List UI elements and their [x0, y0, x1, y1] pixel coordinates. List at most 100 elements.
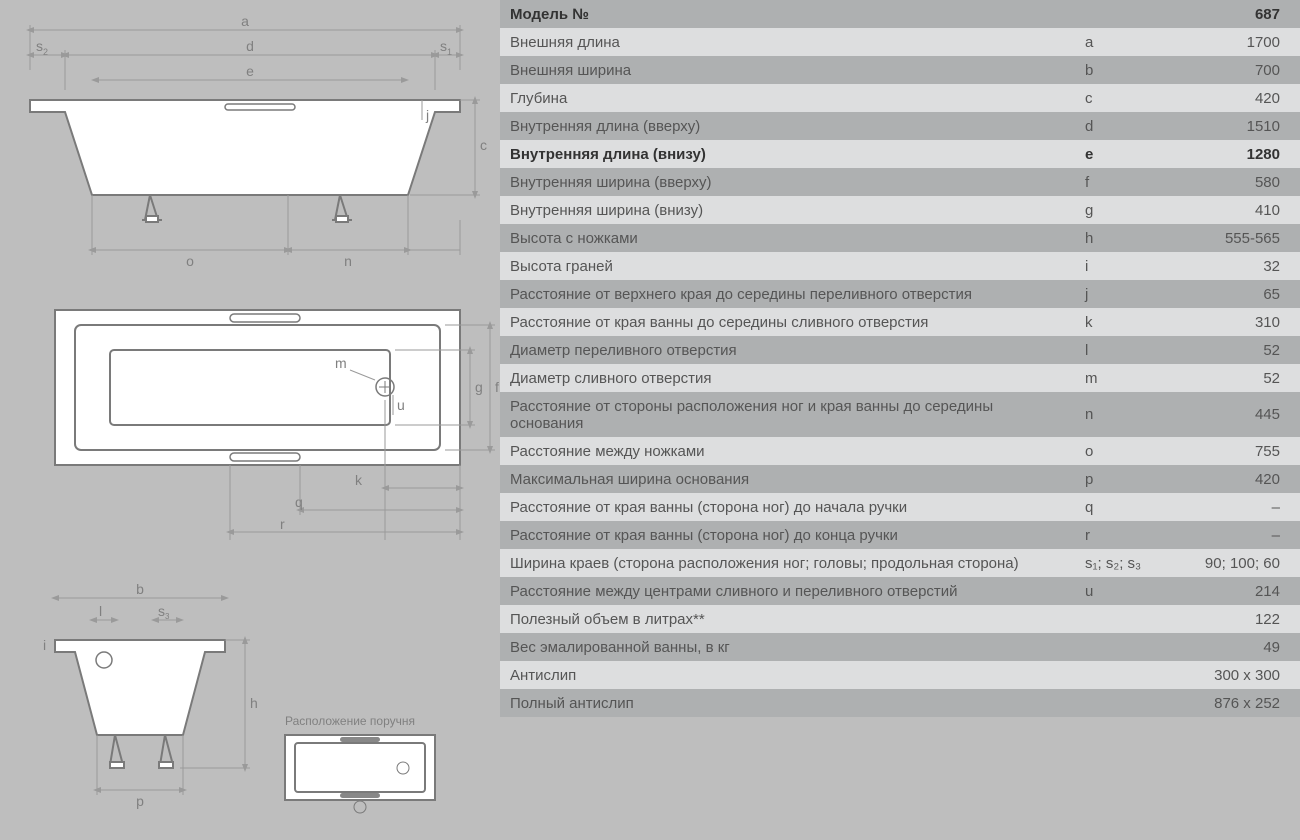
dim-label-l: l	[99, 603, 102, 619]
dim-label-h: h	[250, 695, 258, 711]
spec-label: Антислип	[500, 661, 1075, 689]
spec-label: Высота граней	[500, 252, 1075, 280]
spec-symbol: l	[1075, 336, 1165, 364]
spec-symbol: i	[1075, 252, 1165, 280]
spec-value: 876 x 252	[1165, 689, 1300, 717]
spec-label: Внутренняя длина (вверху)	[500, 112, 1075, 140]
spec-row: Полный антислип876 x 252	[500, 689, 1300, 717]
handle-inset-label: Расположение поручня	[285, 714, 415, 728]
spec-label: Внутренняя ширина (внизу)	[500, 196, 1075, 224]
spec-value: 32	[1165, 252, 1300, 280]
dim-label-q: q	[295, 494, 303, 510]
spec-label: Глубина	[500, 84, 1075, 112]
spec-row: Внешняя ширинаb700	[500, 56, 1300, 84]
spec-row: Ширина краев (сторона расположения ног; …	[500, 549, 1300, 577]
spec-symbol	[1075, 689, 1165, 717]
spec-symbol: j	[1075, 280, 1165, 308]
spec-symbol: q	[1075, 493, 1165, 521]
spec-symbol	[1075, 605, 1165, 633]
spec-row: Антислип300 x 300	[500, 661, 1300, 689]
dim-label-n: n	[344, 253, 352, 269]
spec-row: Внутренняя ширина (внизу)g410	[500, 196, 1300, 224]
spec-value: 65	[1165, 280, 1300, 308]
dim-label-s1: s1	[440, 38, 452, 57]
spec-label: Диаметр сливного отверстия	[500, 364, 1075, 392]
spec-symbol: r	[1075, 521, 1165, 549]
spec-label: Расстояние от края ванны до середины сли…	[500, 308, 1075, 336]
spec-symbol: o	[1075, 437, 1165, 465]
dim-label-d: d	[246, 38, 254, 54]
spec-label: Внешняя ширина	[500, 56, 1075, 84]
dim-label-a: a	[241, 13, 249, 29]
spec-value: 214	[1165, 577, 1300, 605]
spec-value: –	[1165, 493, 1300, 521]
dim-label-r: r	[280, 516, 285, 532]
dim-label-j: j	[425, 107, 429, 123]
spec-row: Расстояние от стороны расположения ног и…	[500, 392, 1300, 437]
spec-label: Внутренняя ширина (вверху)	[500, 168, 1075, 196]
spec-value: 420	[1165, 465, 1300, 493]
spec-row: Модель № 687	[500, 0, 1300, 28]
spec-value: 49	[1165, 633, 1300, 661]
spec-symbol: k	[1075, 308, 1165, 336]
spec-row: Диаметр сливного отверстияm52	[500, 364, 1300, 392]
spec-row: Расстояние от края ванны до середины сли…	[500, 308, 1300, 336]
spec-label: Модель №	[500, 0, 1075, 28]
spec-symbol: n	[1075, 392, 1165, 437]
spec-row: Внутренняя длина (внизу)e1280	[500, 140, 1300, 168]
spec-symbol: m	[1075, 364, 1165, 392]
spec-row: Внешняя длинаa1700	[500, 28, 1300, 56]
dim-label-k: k	[355, 472, 363, 488]
spec-symbol: c	[1075, 84, 1165, 112]
spec-row: Полезный объем в литрах**122	[500, 605, 1300, 633]
spec-value: 755	[1165, 437, 1300, 465]
spec-symbol: a	[1075, 28, 1165, 56]
spec-symbol	[1075, 0, 1165, 28]
dim-label-f: f	[495, 379, 499, 395]
spec-symbol: h	[1075, 224, 1165, 252]
dim-label-s2: s2	[36, 38, 48, 57]
spec-value: 420	[1165, 84, 1300, 112]
spec-row: Внутренняя ширина (вверху)f580	[500, 168, 1300, 196]
dim-label-g: g	[475, 379, 483, 395]
spec-symbol: p	[1075, 465, 1165, 493]
spec-row: Расстояние между центрами сливного и пер…	[500, 577, 1300, 605]
spec-symbol	[1075, 633, 1165, 661]
spec-value: 445	[1165, 392, 1300, 437]
spec-label: Максимальная ширина основания	[500, 465, 1075, 493]
spec-row: Диаметр переливного отверстияl52	[500, 336, 1300, 364]
spec-label: Расстояние между центрами сливного и пер…	[500, 577, 1075, 605]
spec-value: 310	[1165, 308, 1300, 336]
spec-row: Максимальная ширина основанияp420	[500, 465, 1300, 493]
spec-value: 700	[1165, 56, 1300, 84]
dim-label-c: c	[480, 137, 487, 153]
spec-label: Внешняя длина	[500, 28, 1075, 56]
spec-panel: Модель №687Внешняя длинаa1700Внешняя шир…	[500, 0, 1300, 840]
spec-symbol: d	[1075, 112, 1165, 140]
spec-label: Расстояние от стороны расположения ног и…	[500, 392, 1075, 437]
dim-label-o: o	[186, 253, 194, 269]
spec-row: Расстояние между ножкамиo755	[500, 437, 1300, 465]
spec-row: Вес эмалированной ванны, в кг 49	[500, 633, 1300, 661]
spec-label: Вес эмалированной ванны, в кг	[500, 633, 1075, 661]
dim-label-i: i	[43, 637, 46, 653]
spec-label: Расстояние от края ванны (сторона ног) д…	[500, 493, 1075, 521]
spec-value: 1700	[1165, 28, 1300, 56]
spec-row: Высота гранейi32	[500, 252, 1300, 280]
spec-label: Расстояние от края ванны (сторона ног) д…	[500, 521, 1075, 549]
diagram-panel: a d s2 s1 e	[0, 0, 500, 840]
spec-value: 52	[1165, 336, 1300, 364]
spec-row: Высота с ножкамиh555-565	[500, 224, 1300, 252]
spec-row: Расстояние от верхнего края до середины …	[500, 280, 1300, 308]
spec-value: 410	[1165, 196, 1300, 224]
spec-value: 580	[1165, 168, 1300, 196]
spec-label: Расстояние от верхнего края до середины …	[500, 280, 1075, 308]
spec-label: Расстояние между ножками	[500, 437, 1075, 465]
spec-value: 687	[1165, 0, 1300, 28]
spec-label: Внутренняя длина (внизу)	[500, 140, 1075, 168]
spec-symbol: g	[1075, 196, 1165, 224]
spec-label: Ширина краев (сторона расположения ног; …	[500, 549, 1075, 577]
dim-label-b: b	[136, 581, 144, 597]
spec-row: Глубинаc420	[500, 84, 1300, 112]
spec-value: 555-565	[1165, 224, 1300, 252]
